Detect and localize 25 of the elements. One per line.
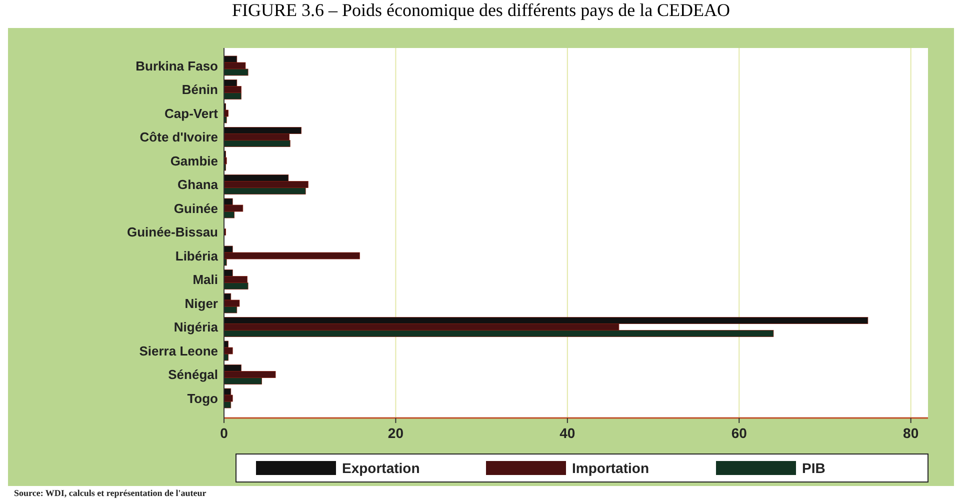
y-tick-label: Guinée: [174, 200, 218, 216]
text: Importation: [572, 460, 649, 476]
x-tick-label: 40: [560, 425, 576, 441]
y-tick-label: Mali: [192, 272, 218, 288]
y-tick-label: Gambie: [170, 153, 218, 168]
y-tick-label: Nigéria: [174, 320, 219, 335]
y-tick-label: Burkina Faso: [136, 58, 218, 74]
y-tick-label: Sénégal: [168, 367, 218, 382]
y-tick-label: Côte d'Ivoire: [140, 130, 218, 145]
x-tick-label: 20: [388, 425, 404, 441]
text: Exportation: [342, 460, 420, 476]
text: PIB: [802, 460, 826, 476]
chart-title: FIGURE 3.6 – Poids économique des différents pays de la CEDEAO: [232, 0, 730, 20]
x-tick-label: 60: [731, 425, 748, 441]
y-tick-label: Guinée-Bissau: [126, 224, 218, 240]
x-tick-label: 0: [220, 425, 228, 441]
y-tick-label: Bénin: [182, 82, 218, 98]
y-tick-label: Sierra Leone: [139, 343, 218, 358]
y-tick-label: Libéria: [175, 248, 219, 264]
y-tick-label: Ghana: [178, 177, 219, 192]
source-note: Source: WDI, calculs et représentation de l'auteur: [14, 488, 206, 498]
y-tick-label: Cap-Vert: [164, 106, 219, 121]
x-tick-label: 80: [903, 425, 919, 441]
y-tick-label: Togo: [187, 390, 218, 406]
y-tick-label: Niger: [184, 296, 218, 311]
